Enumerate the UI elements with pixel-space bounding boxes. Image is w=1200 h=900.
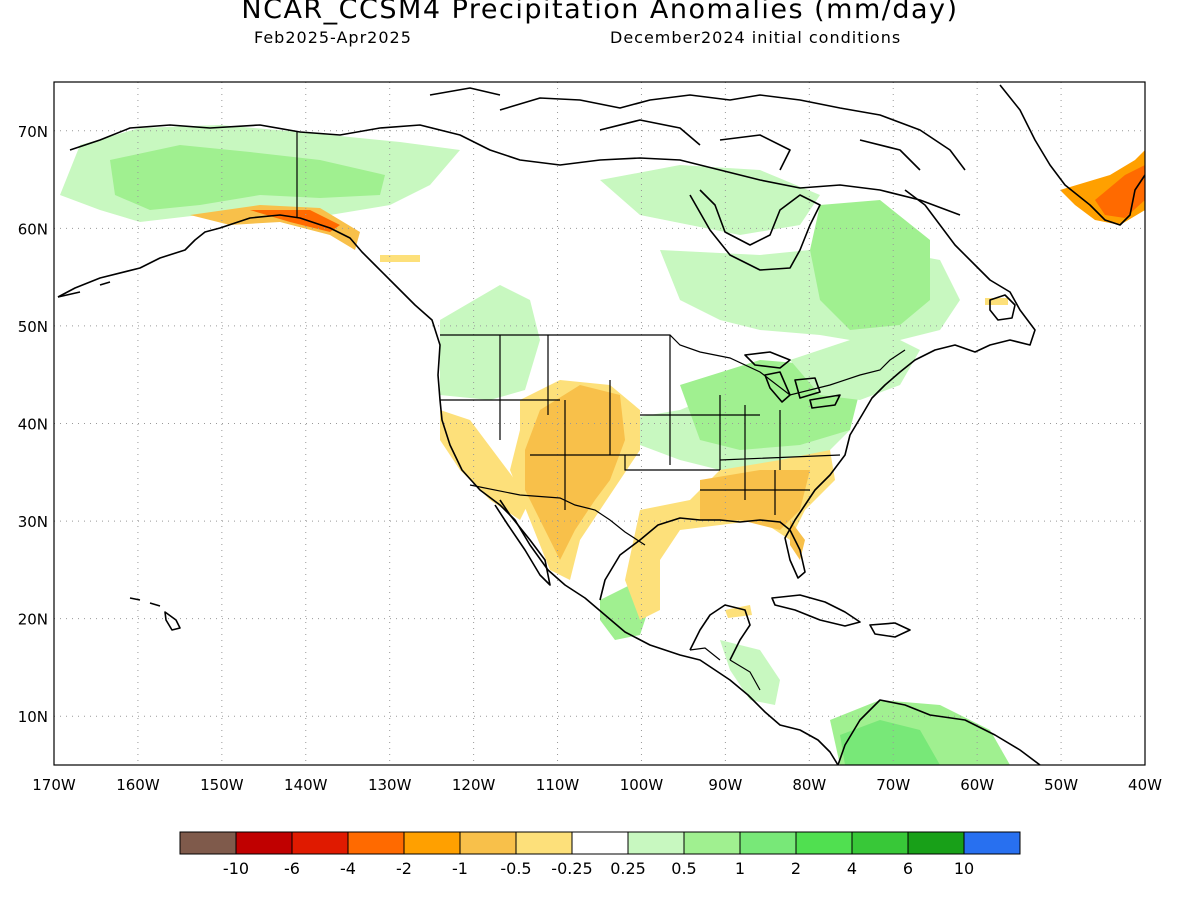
lon-tick-label: 160W xyxy=(116,776,160,794)
colorbar-label: -6 xyxy=(284,859,300,878)
lon-tick-label: 110W xyxy=(536,776,580,794)
colorbar-label: -4 xyxy=(340,859,356,878)
border-us-canada xyxy=(440,334,906,396)
colorbar-swatch xyxy=(403,831,461,855)
lat-tick-label: 50N xyxy=(18,318,48,336)
coastline-hawaii xyxy=(129,597,181,631)
dry-area-labrador xyxy=(985,298,1008,305)
lat-tick-label: 30N xyxy=(18,513,48,531)
colorbar-swatch xyxy=(235,831,293,855)
colorbar: -10 -6 -4 -2 -1 -0.5 -0.25 0.25 0.5 1 2 4 6 10 xyxy=(179,831,1021,878)
lon-tick-label: 40W xyxy=(1128,776,1162,794)
lon-tick-label: 140W xyxy=(284,776,328,794)
colorbar-swatch xyxy=(963,831,1021,855)
colorbar-label: 1 xyxy=(735,859,745,878)
wet-area-south-america-core xyxy=(840,720,940,765)
colorbar-swatch xyxy=(739,831,797,855)
colorbar-swatch xyxy=(571,831,629,855)
colorbar-label: 2 xyxy=(791,859,801,878)
coastline-hispaniola xyxy=(869,622,911,638)
colorbar-label: 0.25 xyxy=(610,859,646,878)
coastlines xyxy=(57,84,1145,765)
lon-tick-label: 150W xyxy=(200,776,244,794)
coastline-aleutians xyxy=(57,281,111,298)
dry-area-florida xyxy=(790,520,805,560)
initial-conditions: December2024 initial conditions xyxy=(610,28,902,47)
wet-area-alaska-core xyxy=(110,145,385,210)
colorbar-swatch xyxy=(683,831,741,855)
colorbar-swatch xyxy=(347,831,405,855)
border-central-america xyxy=(689,647,761,691)
coastline-gulf-atlantic xyxy=(837,699,1041,765)
coastline-arctic-islands xyxy=(429,87,966,171)
lon-tick-label: 130W xyxy=(368,776,412,794)
border-us-mexico xyxy=(469,484,646,546)
colorbar-label: -1 xyxy=(452,859,468,878)
state-borders xyxy=(440,335,841,515)
dry-area-yucatan xyxy=(725,605,752,618)
colorbar-swatch xyxy=(515,831,573,855)
lon-tick-label: 70W xyxy=(876,776,910,794)
lon-tick-label: 90W xyxy=(708,776,742,794)
colorbar-swatch xyxy=(627,831,685,855)
latitude-labels: 70N 60N 50N 40N 30N 20N 10N xyxy=(18,123,48,726)
colorbar-label: -10 xyxy=(223,859,249,878)
map-frame xyxy=(53,81,1146,766)
wet-area-quebec xyxy=(810,200,930,330)
dry-area-four-corners-core xyxy=(525,385,625,560)
coastline-cuba xyxy=(771,594,861,627)
colorbar-label: -2 xyxy=(396,859,412,878)
colorbar-swatch xyxy=(795,831,853,855)
lon-tick-label: 120W xyxy=(452,776,496,794)
map-title: NCAR_CCSM4 Precipitation Anomalies (mm/d… xyxy=(241,0,959,25)
lat-tick-label: 40N xyxy=(18,416,48,434)
lat-tick-label: 10N xyxy=(18,708,48,726)
lat-tick-label: 60N xyxy=(18,220,48,238)
wet-area-pacific-nw xyxy=(440,285,540,400)
coastline-gulf-of-mexico xyxy=(599,189,1036,601)
political-borders xyxy=(296,132,906,691)
colorbar-label: 6 xyxy=(903,859,913,878)
lat-tick-label: 70N xyxy=(18,123,48,141)
coastline-baja xyxy=(494,499,551,586)
lon-tick-label: 60W xyxy=(960,776,994,794)
colorbar-label: -0.5 xyxy=(500,859,531,878)
dry-area-bc-coast xyxy=(380,255,420,262)
coastline-yucatan xyxy=(689,604,751,661)
lat-tick-label: 20N xyxy=(18,611,48,629)
coastline-newfoundland xyxy=(989,294,1016,321)
colorbar-swatch xyxy=(851,831,909,855)
lon-tick-label: 50W xyxy=(1044,776,1078,794)
coastline-hudson-bay xyxy=(689,189,821,271)
coastline-arctic xyxy=(69,124,961,216)
dry-area-southeast-core xyxy=(700,470,810,530)
coastline-greenland xyxy=(999,84,1145,226)
anomaly-fields xyxy=(60,125,1145,765)
coastline-north-america xyxy=(57,214,839,765)
colorbar-label: -0.25 xyxy=(551,859,592,878)
colorbar-label: 4 xyxy=(847,859,857,878)
forecast-period: Feb2025-Apr2025 xyxy=(254,28,412,47)
colorbar-label: 0.5 xyxy=(671,859,696,878)
lon-tick-label: 100W xyxy=(620,776,664,794)
longitude-labels: 170W 160W 150W 140W 130W 120W 110W 100W 90W 80W 70… xyxy=(32,776,1162,794)
colorbar-swatch xyxy=(291,831,349,855)
colorbar-label: 10 xyxy=(954,859,974,878)
lon-tick-label: 170W xyxy=(32,776,76,794)
lon-tick-label: 80W xyxy=(792,776,826,794)
colorbar-swatch xyxy=(907,831,965,855)
great-lakes xyxy=(744,351,841,409)
colorbar-swatch xyxy=(459,831,517,855)
colorbar-swatch xyxy=(179,831,237,855)
